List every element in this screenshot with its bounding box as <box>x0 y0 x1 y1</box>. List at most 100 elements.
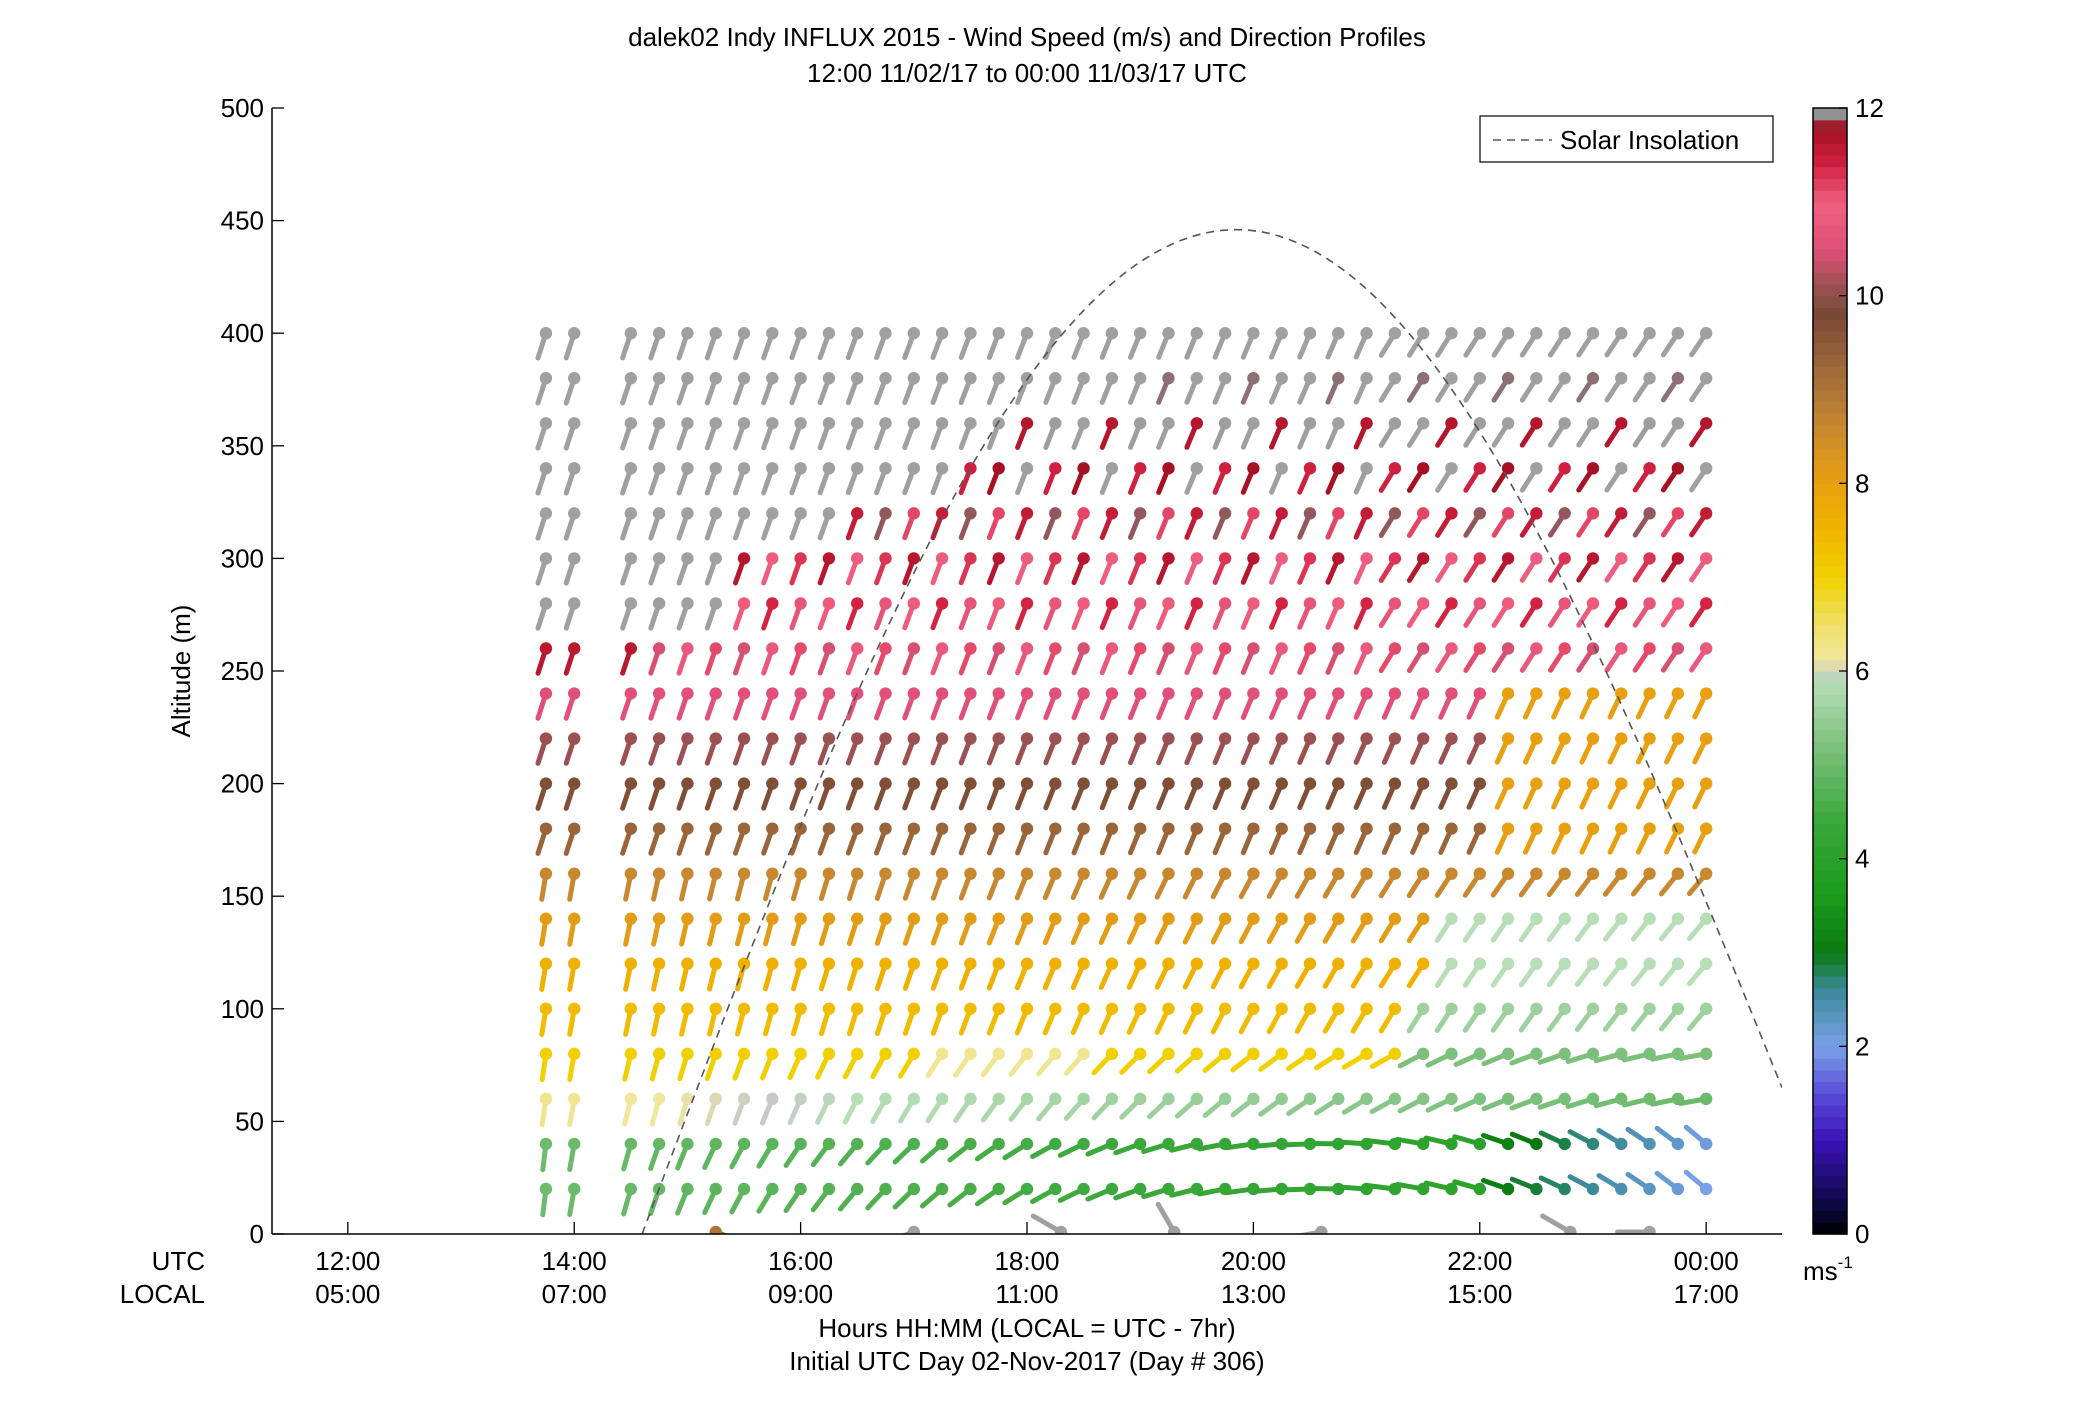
x-tick-label-utc: 12:00 <box>315 1246 380 1276</box>
wind-barb-head <box>1247 732 1260 745</box>
wind-barb <box>1156 372 1175 405</box>
colorbar-band <box>1813 506 1847 520</box>
wind-barb <box>762 957 779 992</box>
wind-barb-head <box>737 1137 751 1151</box>
wind-barb-head <box>1445 1137 1458 1151</box>
wind-barb-head <box>1049 732 1062 745</box>
wind-barb <box>761 777 779 811</box>
wind-barb <box>1269 687 1288 720</box>
colorbar-band <box>1813 1093 1847 1106</box>
wind-barb-head <box>1332 822 1345 835</box>
wind-barb <box>704 777 722 811</box>
wind-barb-head <box>1105 1092 1119 1106</box>
wind-barb <box>1015 417 1034 451</box>
wind-barb <box>1099 507 1119 541</box>
wind-barb-head <box>1671 1002 1685 1015</box>
chart-subtitle: 12:00 11/02/17 to 00:00 11/03/17 UTC <box>807 58 1247 88</box>
wind-barb-head <box>964 327 977 340</box>
wind-barb-head <box>1388 732 1402 745</box>
wind-barb-head <box>709 777 722 790</box>
wind-barb-head <box>794 327 807 340</box>
wind-barb-head <box>1699 867 1713 880</box>
wind-barb <box>1043 507 1062 541</box>
wind-barb-head <box>1445 642 1458 655</box>
wind-barb <box>676 642 694 676</box>
wind-barb <box>648 327 666 361</box>
wind-barb-head <box>1586 462 1600 475</box>
wind-barb <box>1353 462 1373 495</box>
wind-barb <box>1406 642 1430 674</box>
wind-barb <box>1548 462 1571 493</box>
wind-barb-head <box>1615 732 1628 745</box>
wind-barb <box>1212 777 1232 811</box>
wind-barb <box>930 777 949 811</box>
wind-barb <box>623 912 638 947</box>
wind-barb-head <box>1699 822 1713 835</box>
wind-barb-head <box>1473 912 1486 925</box>
wind-barb-head <box>851 1047 864 1061</box>
wind-barb <box>1322 912 1345 944</box>
wind-barb <box>845 327 864 361</box>
wind-barb-head <box>1615 507 1628 520</box>
wind-barb <box>1099 327 1119 360</box>
wind-barb <box>1184 732 1203 766</box>
wind-barb <box>1071 372 1090 405</box>
wind-barb <box>1014 867 1034 901</box>
wind-barb-head <box>539 462 553 475</box>
wind-barb <box>902 732 921 766</box>
wind-barb-head <box>1671 822 1685 835</box>
wind-barb-head <box>681 507 694 520</box>
wind-barb-head <box>907 597 921 610</box>
wind-barb-head <box>1049 1137 1062 1151</box>
wind-barb <box>1127 597 1147 631</box>
wind-barb-head <box>1643 687 1656 700</box>
wind-barb-head <box>1615 1182 1628 1196</box>
wind-barb <box>1491 642 1515 673</box>
wind-barb-head <box>1105 327 1119 340</box>
wind-barb-head <box>879 552 892 565</box>
wind-barb <box>1463 552 1486 583</box>
wind-barb <box>1654 1170 1685 1196</box>
wind-barb-head <box>1190 597 1203 610</box>
wind-barb-head <box>1501 867 1515 880</box>
wind-barb <box>1015 732 1034 766</box>
wind-barb-head <box>1615 957 1628 970</box>
wind-barb <box>623 957 638 992</box>
wind-barb <box>1210 957 1232 990</box>
wind-barb <box>902 462 921 496</box>
wind-barb <box>1494 777 1515 810</box>
wind-barb <box>1406 552 1430 583</box>
wind-barb-head <box>1275 957 1288 970</box>
wind-barb <box>1269 552 1288 585</box>
wind-barb <box>1604 372 1628 403</box>
wind-barb <box>1156 462 1175 495</box>
wind-barb <box>1438 822 1458 855</box>
colorbar-band <box>1813 753 1847 766</box>
colorbar-band <box>1813 448 1847 461</box>
wind-barb-head <box>822 642 836 655</box>
wind-barb-head <box>1049 1002 1062 1015</box>
wind-barb-head <box>1473 1092 1486 1106</box>
wind-barb-head <box>1388 1047 1402 1061</box>
wind-barb-head <box>766 777 779 790</box>
wind-barb-head <box>935 957 949 970</box>
wind-barb <box>837 1182 864 1212</box>
wind-barb <box>1522 822 1543 855</box>
wind-barb <box>874 417 892 451</box>
wind-barb <box>1406 417 1430 448</box>
wind-barb <box>1660 327 1685 358</box>
surface-wind-barb <box>1295 1225 1328 1234</box>
wind-barb-head <box>964 1092 977 1106</box>
wind-barb-head <box>1077 1092 1090 1106</box>
wind-barb-head <box>1247 1047 1260 1061</box>
wind-barb <box>815 1047 836 1080</box>
wind-barb <box>789 327 807 361</box>
wind-barb <box>986 642 1005 676</box>
wind-barb-head <box>964 687 977 700</box>
wind-barb-head <box>1105 867 1119 880</box>
wind-barb-head <box>1558 642 1571 655</box>
wind-barb <box>1297 417 1317 450</box>
wind-barb-head <box>1332 957 1345 970</box>
x-axis-ticks: 12:0005:0014:0007:0016:0009:0018:0011:00… <box>315 1222 1739 1309</box>
colorbar-band <box>1813 401 1847 414</box>
